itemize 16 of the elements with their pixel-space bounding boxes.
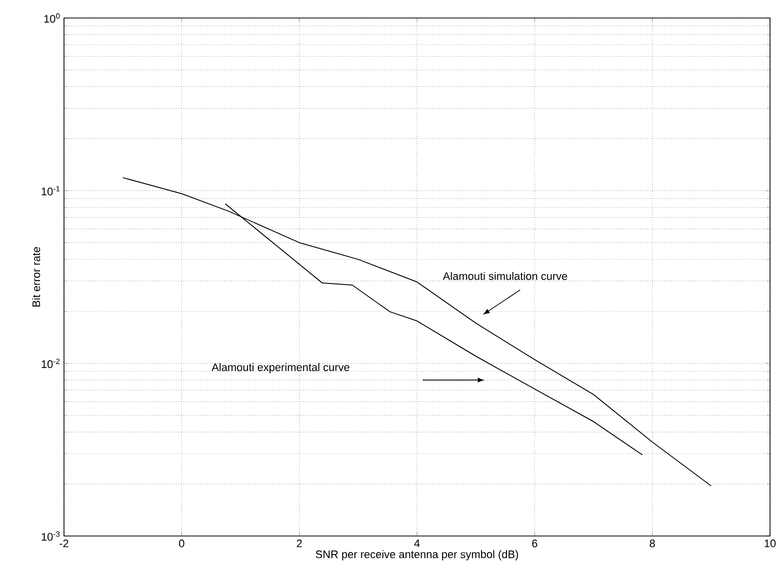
annotation: Alamouti simulation curve [442,272,568,280]
x-tick-label: 4 [414,540,420,548]
line-series [122,177,712,486]
y-axis-title: Bit error rate [32,247,40,307]
y-tick-label: 10$^{-2}$ [42,358,60,368]
x-axis-title: SNR per receive antenna per symbol (dB) [316,550,518,560]
x-tick-label: -2 [60,540,68,548]
annotation: Alamouti experimental curve [212,363,350,374]
x-tick-label: 10 [764,540,776,548]
y-tick-label: 10$^{0}$ [44,13,60,23]
x-tick-label: 6 [532,540,538,548]
x-tick-label: 8 [650,540,655,548]
x-tick-label: 2 [296,540,302,548]
y-tick-label: 10$^{-3}$ [42,531,60,541]
y-tick-label: 10$^{-1}$ [42,186,60,196]
x-tick-label: 0 [179,540,184,548]
